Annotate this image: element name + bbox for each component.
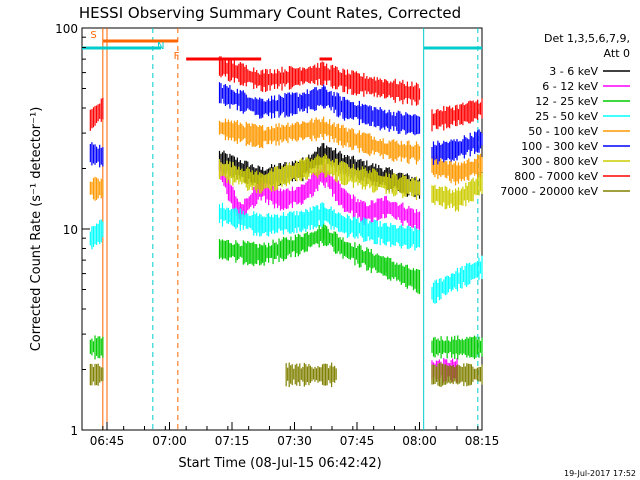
legend: Det 1,3,5,6,7,9, Att 0 3 - 6 keV 6 - 12 k…: [500, 32, 630, 198]
x-tick-label: 07:45: [340, 434, 375, 448]
series-6-12-kev: [218, 161, 458, 383]
legend-label: 800 - 7000 keV: [514, 170, 598, 183]
x-tick-label: 07:15: [215, 434, 250, 448]
x-tick-label: 08:00: [402, 434, 437, 448]
legend-label: 300 - 800 keV: [521, 155, 598, 168]
legend-label: 3 - 6 keV: [549, 65, 598, 78]
chart-title: HESSI Observing Summary Count Rates, Cor…: [79, 4, 461, 22]
legend-label: 7000 - 20000 keV: [500, 185, 598, 198]
plot-area: S NF 1 10 100 06:45 07:00 07:15 07:30 07:45 08:0…: [55, 22, 499, 448]
series-800-7000-kev: [89, 56, 483, 132]
x-tick-label: 07:00: [152, 434, 187, 448]
series-50-100-kev: [89, 116, 483, 201]
legend-label: 12 - 25 keV: [535, 95, 598, 108]
x-axis-label: Start Time (08-Jul-15 06:42:42): [178, 456, 381, 471]
series-7000-20000-kev: [89, 362, 483, 388]
x-tick-label: 07:30: [277, 434, 312, 448]
series-25-50-kev: [89, 202, 483, 304]
y-tick-label: 100: [55, 22, 78, 36]
footer-date: 19-Jul-2017 17:52: [564, 469, 636, 478]
legend-subheader: Att 0: [604, 47, 630, 60]
flag-label: F: [174, 51, 180, 62]
legend-header: Det 1,3,5,6,7,9,: [544, 32, 630, 45]
flag-label: S: [90, 30, 96, 41]
legend-label: 100 - 300 keV: [521, 140, 598, 153]
legend-label: 6 - 12 keV: [542, 80, 598, 93]
y-tick-label: 10: [63, 223, 78, 237]
series-100-300-kev: [89, 82, 483, 168]
flag-label: N: [157, 41, 164, 52]
series-12-25-kev: [89, 222, 483, 360]
y-axis-label: Corrected Count Rate (s⁻¹ detector⁻¹): [29, 107, 44, 352]
legend-label: 50 - 100 keV: [528, 125, 598, 138]
x-tick-label: 06:45: [90, 434, 125, 448]
legend-label: 25 - 50 keV: [535, 110, 598, 123]
x-tick-label: 08:15: [465, 434, 500, 448]
series-300-800-kev: [218, 153, 483, 212]
y-tick-label: 1: [70, 424, 78, 438]
